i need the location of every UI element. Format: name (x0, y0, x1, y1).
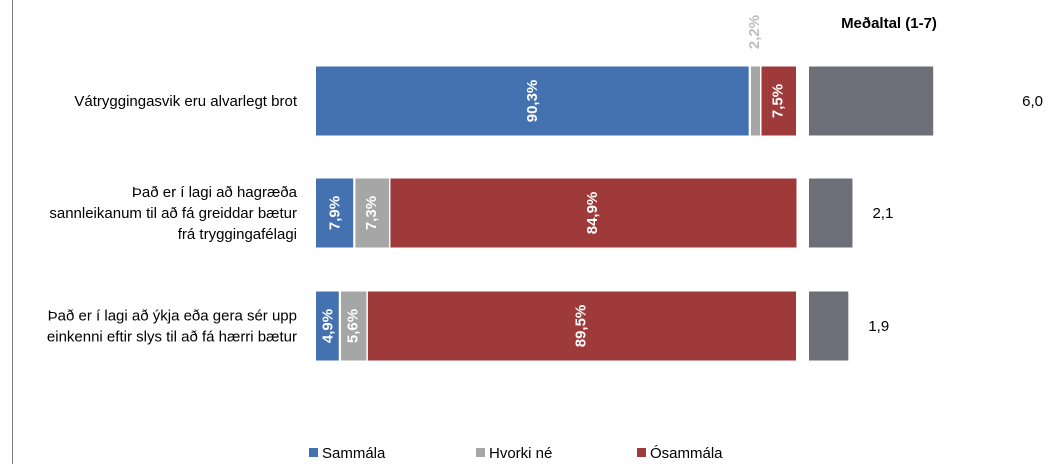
category-label: sannleikanum til að fá greiddar bætur (49, 205, 297, 222)
mean-value-label: 2,1 (872, 205, 893, 222)
mean-bar (809, 66, 934, 136)
bar-segment--samm-la (390, 178, 797, 248)
bar-segment-samm-la (316, 178, 354, 248)
data-label: 7,9% (326, 196, 343, 230)
data-label: 7,3% (363, 196, 380, 230)
legend-swatch (476, 448, 485, 457)
bar-segment--samm-la (761, 66, 796, 136)
mean-value-label: 1,9 (868, 318, 889, 335)
bar-segment--samm-la (367, 291, 796, 361)
legend-label: Ósammála (650, 445, 723, 462)
data-label: 90,3% (524, 80, 541, 123)
category-label: Það er í lagi að hagræða (132, 184, 298, 201)
legend-swatch (309, 448, 318, 457)
mean-value-label: 6,0 (1022, 93, 1043, 110)
data-label: 7,5% (770, 84, 787, 118)
bar-segment-hvorki-n- (355, 178, 389, 248)
mean-bar (809, 178, 853, 248)
legend: Sammála Hvorki né Ósammála (309, 445, 723, 462)
category-label: einkenni eftir slys til að fá hærri bætu… (47, 329, 297, 346)
category-label: Vátryggingasvik eru alvarlegt brot (74, 93, 297, 110)
data-label: 89,5% (573, 305, 590, 348)
mean-title: Meðaltal (1-7) (841, 15, 937, 32)
stacked-bars: 90,3% 2,2% 7,5% 7,9% 7,3% 84,9% 4,9% 5,6% 89,5% (316, 15, 797, 361)
legend-label: Hvorki né (489, 445, 552, 462)
legend-label: Sammála (322, 445, 386, 462)
bar-segment-samm-la (316, 66, 749, 136)
legend-swatch (637, 448, 646, 457)
mean-bar (809, 291, 849, 361)
bar-segment-hvorki-n- (750, 66, 760, 136)
category-label: Það er í lagi að ýkja eða gera sér upp (48, 308, 297, 325)
data-label: 84,9% (584, 192, 601, 235)
category-label: frá tryggingafélagi (178, 226, 297, 243)
bar-segment-hvorki-n- (341, 291, 367, 361)
mean-panel: Meðaltal (1-7) 6,0 2,1 1,9 (809, 15, 1043, 361)
data-label: 5,6% (344, 309, 361, 343)
data-label: 2,2% (746, 15, 763, 49)
bar-segment-samm-la (316, 291, 339, 361)
category-labels: Vátryggingasvik eru alvarlegt brot Það er… (47, 93, 298, 346)
data-label: 4,9% (319, 309, 336, 343)
